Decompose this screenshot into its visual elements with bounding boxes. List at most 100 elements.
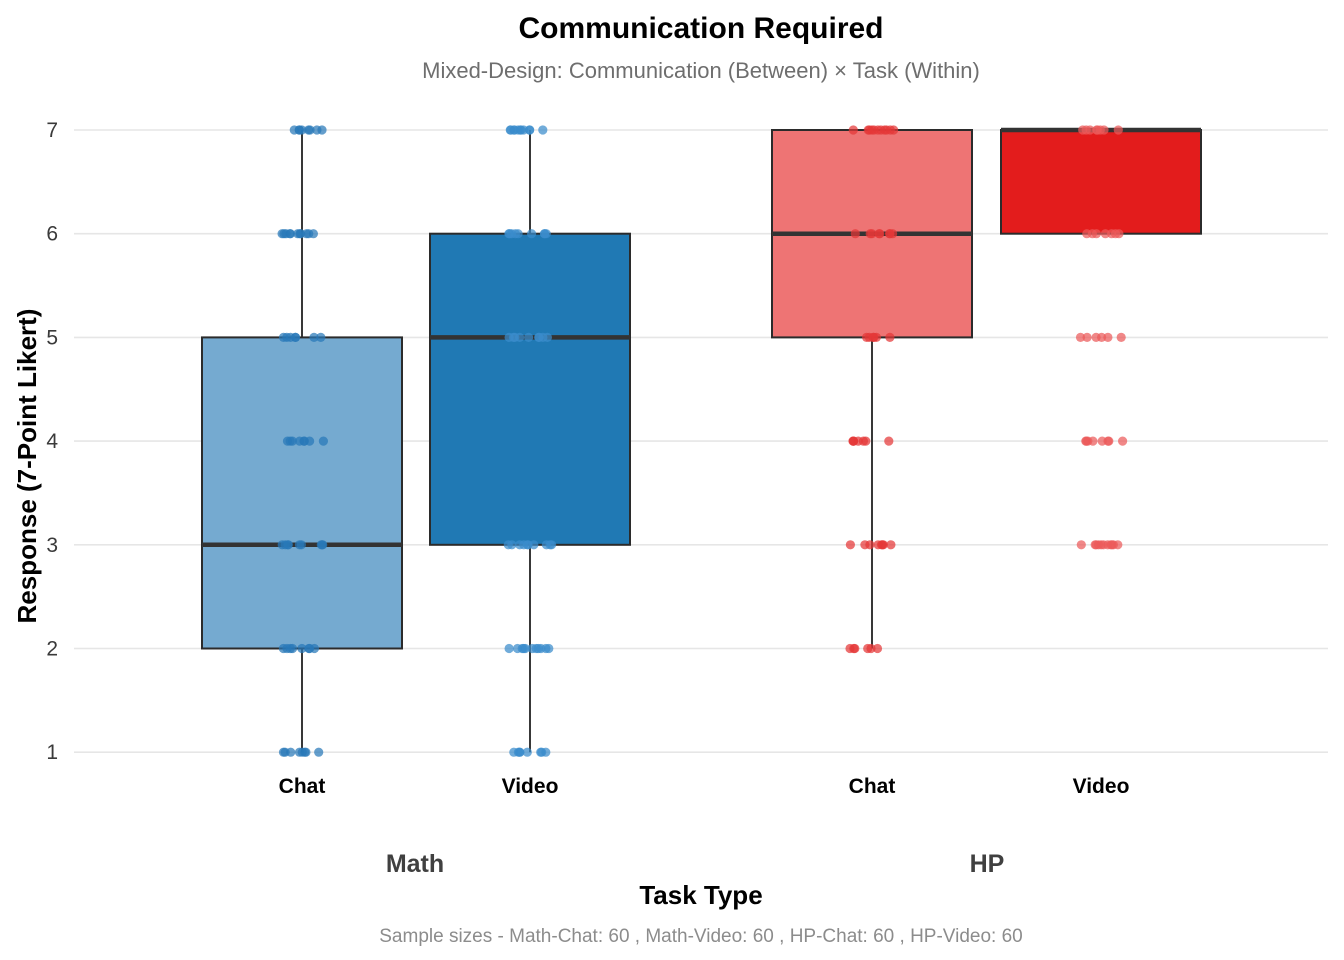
data-point (538, 125, 548, 135)
box-body (1000, 129, 1202, 235)
x-category-labels: Math Chat Video HP Chat Video (279, 775, 1130, 878)
data-point (1076, 540, 1086, 550)
data-point (858, 436, 869, 446)
data-point (541, 540, 552, 550)
data-point (294, 125, 304, 135)
data-point (1097, 436, 1107, 446)
jitter-points (277, 125, 1128, 757)
data-point (507, 540, 517, 550)
data-point (520, 643, 530, 654)
data-point (312, 125, 322, 135)
data-point (850, 643, 860, 654)
data-point (282, 643, 292, 654)
data-point (522, 747, 532, 757)
data-point (504, 229, 514, 239)
box-series (201, 127, 1202, 753)
data-point (516, 125, 526, 135)
y-tick-label: 4 (46, 430, 58, 453)
data-point (1075, 332, 1086, 342)
data-point (848, 125, 858, 135)
data-point (860, 540, 870, 550)
y-axis-title: Response (7-Point Likert) (12, 309, 42, 624)
y-tick-labels: 1 2 3 4 5 6 7 (46, 119, 58, 764)
data-point (886, 540, 896, 550)
data-point (285, 332, 296, 342)
data-point (864, 125, 875, 135)
data-point (309, 332, 319, 342)
data-point (1104, 436, 1114, 446)
group-label: HP (970, 850, 1005, 878)
data-point (283, 540, 293, 550)
data-point (314, 747, 324, 757)
data-point (1113, 540, 1123, 550)
y-tick-label: 7 (46, 119, 58, 142)
data-point (850, 229, 860, 239)
data-point (1082, 332, 1092, 342)
data-point (303, 125, 314, 135)
data-point (540, 229, 550, 239)
data-point (295, 229, 305, 239)
data-point (317, 540, 327, 550)
data-point (889, 125, 899, 135)
box-body (201, 336, 403, 650)
data-point (888, 229, 898, 239)
data-point (1090, 540, 1100, 550)
data-point (533, 643, 543, 654)
data-point (865, 229, 875, 239)
data-point (316, 332, 326, 342)
data-point (1110, 229, 1121, 239)
data-point (512, 643, 523, 654)
data-point (1091, 229, 1101, 239)
data-point (1092, 125, 1102, 135)
data-point (881, 125, 892, 135)
data-point (1116, 332, 1126, 342)
data-point (884, 436, 894, 446)
data-point (873, 125, 883, 135)
data-point (862, 332, 872, 342)
data-point (305, 643, 315, 654)
data-point (318, 436, 328, 446)
y-tick-label: 3 (46, 534, 58, 557)
data-point (1113, 125, 1123, 135)
data-point (1100, 229, 1110, 239)
data-point (868, 332, 878, 342)
y-tick-label: 5 (46, 326, 58, 349)
data-point (541, 747, 551, 757)
data-point (1085, 125, 1095, 135)
category-label: Chat (279, 775, 326, 798)
y-tick-label: 1 (46, 741, 58, 764)
data-point (285, 436, 295, 446)
data-point (527, 229, 537, 239)
data-point (286, 747, 296, 757)
data-point (534, 332, 544, 342)
data-point (1106, 540, 1116, 550)
data-point (523, 540, 533, 550)
box-body (429, 232, 631, 546)
data-point (304, 229, 314, 239)
group-label: Math (386, 850, 444, 878)
data-point (524, 332, 534, 342)
data-point (301, 747, 311, 757)
data-point (866, 643, 876, 654)
data-point (504, 643, 514, 654)
category-label: Chat (849, 775, 896, 798)
data-point (278, 747, 289, 757)
data-point (875, 229, 885, 239)
category-label: Video (1073, 775, 1130, 798)
data-point (278, 332, 289, 342)
data-point (297, 643, 307, 654)
data-point (542, 332, 553, 342)
y-tick-label: 6 (46, 223, 58, 246)
data-point (845, 540, 856, 550)
data-point (515, 747, 525, 757)
category-label: Video (502, 775, 559, 798)
sample-size-caption: Sample sizes - Math-Chat: 60 , Math-Vide… (379, 926, 1023, 947)
data-point (873, 540, 883, 550)
data-point (509, 125, 519, 135)
chart-subtitle: Mixed-Design: Communication (Between) × … (422, 58, 980, 83)
data-point (885, 332, 895, 342)
data-point (294, 540, 305, 550)
data-point (1082, 229, 1092, 239)
data-point (872, 643, 883, 654)
